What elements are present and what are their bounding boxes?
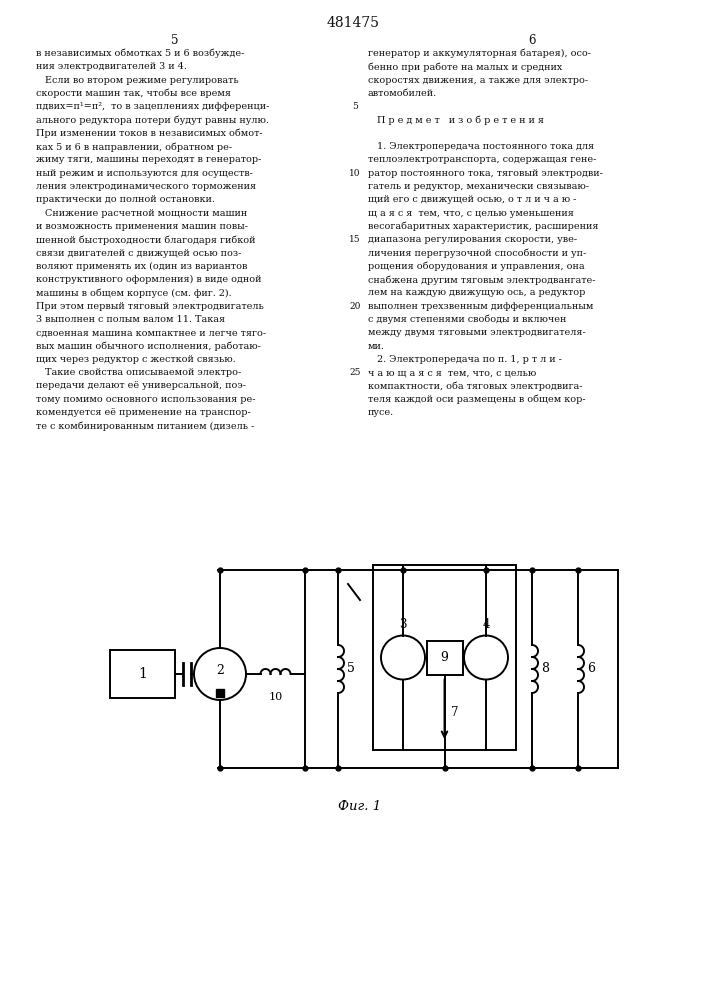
Text: щих через редуктор с жесткой связью.: щих через редуктор с жесткой связью. — [36, 355, 235, 364]
Text: тому помимо основного использования ре-: тому помимо основного использования ре- — [36, 395, 255, 404]
Text: теля каждой оси размещены в общем кор-: теля каждой оси размещены в общем кор- — [368, 395, 585, 404]
Text: гатель и редуктор, механически связываю-: гатель и редуктор, механически связываю- — [368, 182, 589, 191]
Text: 3 выполнен с полым валом 11. Такая: 3 выполнен с полым валом 11. Такая — [36, 315, 225, 324]
Text: 6: 6 — [528, 34, 536, 47]
Text: вых машин обычного исполнения, работаю-: вых машин обычного исполнения, работаю- — [36, 342, 261, 351]
Text: 8: 8 — [541, 662, 549, 676]
Text: личения перегрузочной способности и уп-: личения перегрузочной способности и уп- — [368, 248, 586, 258]
Text: 5: 5 — [352, 102, 358, 111]
Text: те с комбинированным питанием (дизель -: те с комбинированным питанием (дизель - — [36, 421, 255, 431]
Text: жиму тяги, машины переходят в генератор-: жиму тяги, машины переходят в генератор- — [36, 155, 262, 164]
Text: машины в общем корпусе (см. фиг. 2).: машины в общем корпусе (см. фиг. 2). — [36, 288, 232, 298]
Text: ми.: ми. — [368, 342, 385, 351]
Text: 1: 1 — [138, 667, 147, 681]
Text: 9: 9 — [440, 651, 448, 664]
Text: 2: 2 — [216, 664, 224, 676]
Text: 2. Электропередача по п. 1, р т л и -: 2. Электропередача по п. 1, р т л и - — [368, 355, 562, 364]
Text: весогабаритных характеристик, расширения: весогабаритных характеристик, расширения — [368, 222, 599, 231]
Text: 6: 6 — [587, 662, 595, 676]
Text: 5: 5 — [171, 34, 179, 47]
Bar — [373, 565, 516, 750]
Text: пдвих=п¹=п²,  то в зацеплениях дифференци-: пдвих=п¹=п², то в зацеплениях дифференци… — [36, 102, 269, 111]
Text: между двумя тяговыми электродвигателя-: между двумя тяговыми электродвигателя- — [368, 328, 586, 337]
Text: П р е д м е т   и з о б р е т е н и я: П р е д м е т и з о б р е т е н и я — [368, 115, 544, 125]
Text: конструктивного оформления) в виде одной: конструктивного оформления) в виде одной — [36, 275, 262, 284]
Text: Фиг. 1: Фиг. 1 — [339, 800, 382, 813]
Text: Если во втором режиме регулировать: Если во втором режиме регулировать — [36, 76, 239, 85]
Text: рощения оборудования и управления, она: рощения оборудования и управления, она — [368, 262, 585, 271]
Text: ления электродинамического торможения: ления электродинамического торможения — [36, 182, 256, 191]
Text: диапазона регулирования скорости, уве-: диапазона регулирования скорости, уве- — [368, 235, 577, 244]
Text: пусе.: пусе. — [368, 408, 394, 417]
Text: 3: 3 — [399, 618, 407, 632]
Text: шенной быстроходности благодаря гибкой: шенной быстроходности благодаря гибкой — [36, 235, 255, 245]
Text: автомобилей.: автомобилей. — [368, 89, 437, 98]
Text: генератор и аккумуляторная батарея), осо-: генератор и аккумуляторная батарея), осо… — [368, 49, 591, 58]
Text: ч а ю щ а я с я  тем, что, с целью: ч а ю щ а я с я тем, что, с целью — [368, 368, 536, 377]
Text: практически до полной остановки.: практически до полной остановки. — [36, 195, 215, 204]
Text: скорости машин так, чтобы все время: скорости машин так, чтобы все время — [36, 89, 231, 98]
Text: снабжена другим тяговым электродвангате-: снабжена другим тяговым электродвангате- — [368, 275, 595, 285]
Bar — [426, 641, 462, 674]
Text: выполнен трехзвенным дифференциальным: выполнен трехзвенным дифференциальным — [368, 302, 593, 311]
Text: Снижение расчетной мощности машин: Снижение расчетной мощности машин — [36, 209, 247, 218]
Text: 4: 4 — [482, 618, 490, 632]
Text: компактности, оба тяговых электродвига-: компактности, оба тяговых электродвига- — [368, 381, 583, 391]
Text: 15: 15 — [349, 235, 361, 244]
Text: ния электродвигателей 3 и 4.: ния электродвигателей 3 и 4. — [36, 62, 187, 71]
Text: с двумя степенями свободы и включен: с двумя степенями свободы и включен — [368, 315, 566, 324]
Text: При этом первый тяговый электродвигатель: При этом первый тяговый электродвигатель — [36, 302, 264, 311]
Text: лем на каждую движущую ось, а редуктор: лем на каждую движущую ось, а редуктор — [368, 288, 585, 297]
Text: 10: 10 — [269, 692, 283, 702]
Text: и возможность применения машин повы-: и возможность применения машин повы- — [36, 222, 248, 231]
Text: передачи делают её универсальной, поэ-: передачи делают её универсальной, поэ- — [36, 381, 246, 390]
Text: скоростях движения, а также для электро-: скоростях движения, а также для электро- — [368, 76, 588, 85]
Text: 25: 25 — [349, 368, 361, 377]
Text: 20: 20 — [349, 302, 361, 311]
Bar — [216, 689, 224, 697]
Text: 7: 7 — [450, 706, 458, 719]
Text: теплоэлектротранспорта, содержащая гене-: теплоэлектротранспорта, содержащая гене- — [368, 155, 597, 164]
Text: ального редуктора потери будут равны нулю.: ального редуктора потери будут равны нул… — [36, 115, 269, 125]
Text: сдвоенная машина компактнее и легче тяго-: сдвоенная машина компактнее и легче тяго… — [36, 328, 266, 337]
Text: 481475: 481475 — [327, 16, 380, 30]
Text: бенно при работе на малых и средних: бенно при работе на малых и средних — [368, 62, 562, 72]
Text: в независимых обмотках 5 и 6 возбужде-: в независимых обмотках 5 и 6 возбужде- — [36, 49, 245, 58]
Bar — [110, 650, 175, 698]
Text: ратор постоянного тока, тяговый электродви-: ратор постоянного тока, тяговый электрод… — [368, 169, 603, 178]
Text: 5: 5 — [347, 662, 355, 676]
Text: щ а я с я  тем, что, с целью уменьшения: щ а я с я тем, что, с целью уменьшения — [368, 209, 574, 218]
Text: щий его с движущей осью, о т л и ч а ю -: щий его с движущей осью, о т л и ч а ю - — [368, 195, 576, 204]
Text: При изменении токов в независимых обмот-: При изменении токов в независимых обмот- — [36, 129, 262, 138]
Text: 10: 10 — [349, 169, 361, 178]
Text: ный режим и используются для осуществ-: ный режим и используются для осуществ- — [36, 169, 253, 178]
Text: ках 5 и 6 в направлении, обратном ре-: ках 5 и 6 в направлении, обратном ре- — [36, 142, 232, 152]
Text: Такие свойства описываемой электро-: Такие свойства описываемой электро- — [36, 368, 241, 377]
Text: связи двигателей с движущей осью поз-: связи двигателей с движущей осью поз- — [36, 248, 241, 257]
Text: воляют применять их (один из вариантов: воляют применять их (один из вариантов — [36, 262, 247, 271]
Text: комендуется её применение на транспор-: комендуется её применение на транспор- — [36, 408, 251, 417]
Text: 1. Электропередача постоянного тока для: 1. Электропередача постоянного тока для — [368, 142, 594, 151]
